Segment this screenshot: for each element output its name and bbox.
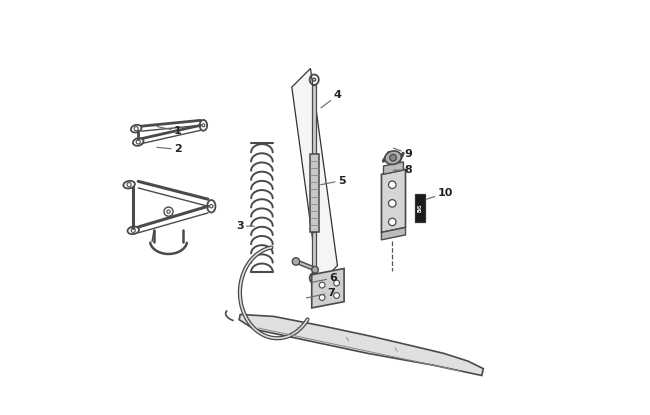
Text: 1: 1	[157, 126, 181, 136]
Text: 10: 10	[426, 188, 453, 199]
Text: 2: 2	[157, 144, 181, 154]
Polygon shape	[384, 162, 404, 174]
Text: 7: 7	[306, 288, 335, 298]
Ellipse shape	[385, 151, 401, 164]
Ellipse shape	[319, 295, 325, 300]
Text: 6: 6	[313, 273, 337, 283]
Text: 4: 4	[321, 90, 341, 108]
Polygon shape	[309, 154, 318, 232]
Ellipse shape	[389, 218, 396, 226]
Polygon shape	[382, 169, 406, 232]
Ellipse shape	[292, 258, 300, 265]
Ellipse shape	[390, 154, 396, 161]
Polygon shape	[382, 227, 406, 240]
Ellipse shape	[333, 293, 339, 298]
Text: 9: 9	[393, 148, 412, 159]
Text: 5: 5	[321, 176, 345, 186]
Ellipse shape	[389, 181, 396, 188]
Polygon shape	[312, 85, 317, 154]
Text: 8: 8	[393, 165, 412, 175]
Polygon shape	[312, 232, 317, 274]
Ellipse shape	[389, 200, 396, 207]
Polygon shape	[239, 315, 484, 376]
Text: EWS: EWS	[417, 204, 422, 212]
Polygon shape	[292, 68, 337, 284]
Text: 3: 3	[236, 221, 254, 231]
Polygon shape	[415, 194, 424, 222]
Ellipse shape	[319, 282, 325, 288]
Ellipse shape	[312, 266, 318, 273]
Polygon shape	[312, 269, 344, 308]
Ellipse shape	[333, 280, 339, 286]
